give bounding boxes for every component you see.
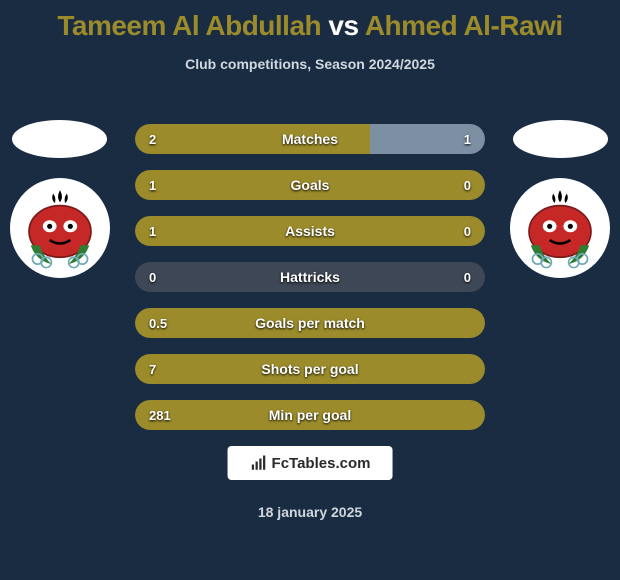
- vs-text: vs: [328, 10, 358, 41]
- brand-badge[interactable]: FcTables.com: [228, 446, 393, 480]
- stats-bars: 21Matches 10Goals 10Assists 00Hattricks 0.5G…: [135, 124, 485, 446]
- player1-name: Tameem Al Abdullah: [57, 10, 321, 41]
- stat-label: Goals: [135, 170, 485, 200]
- stat-label: Matches: [135, 124, 485, 154]
- stat-label: Assists: [135, 216, 485, 246]
- player2-avatar-placeholder: [513, 120, 608, 158]
- footer-date: 18 january 2025: [0, 504, 620, 520]
- brand-chart-icon: [250, 454, 268, 472]
- comparison-title: Tameem Al Abdullah vs Ahmed Al-Rawi: [0, 0, 620, 42]
- brand-text: FcTables.com: [272, 455, 371, 472]
- stat-row: 281Min per goal: [135, 400, 485, 430]
- stat-label: Goals per match: [135, 308, 485, 338]
- stat-row: 21Matches: [135, 124, 485, 154]
- stat-row: 10Assists: [135, 216, 485, 246]
- player1-avatar-placeholder: [12, 120, 107, 158]
- stat-row: 00Hattricks: [135, 262, 485, 292]
- stat-row: 10Goals: [135, 170, 485, 200]
- player2-club-badge: [510, 178, 610, 278]
- player1-club-badge: [10, 178, 110, 278]
- stat-row: 0.5Goals per match: [135, 308, 485, 338]
- stat-row: 7Shots per goal: [135, 354, 485, 384]
- stat-label: Shots per goal: [135, 354, 485, 384]
- stat-label: Min per goal: [135, 400, 485, 430]
- subtitle: Club competitions, Season 2024/2025: [0, 56, 620, 72]
- stat-label: Hattricks: [135, 262, 485, 292]
- player2-name: Ahmed Al-Rawi: [365, 10, 563, 41]
